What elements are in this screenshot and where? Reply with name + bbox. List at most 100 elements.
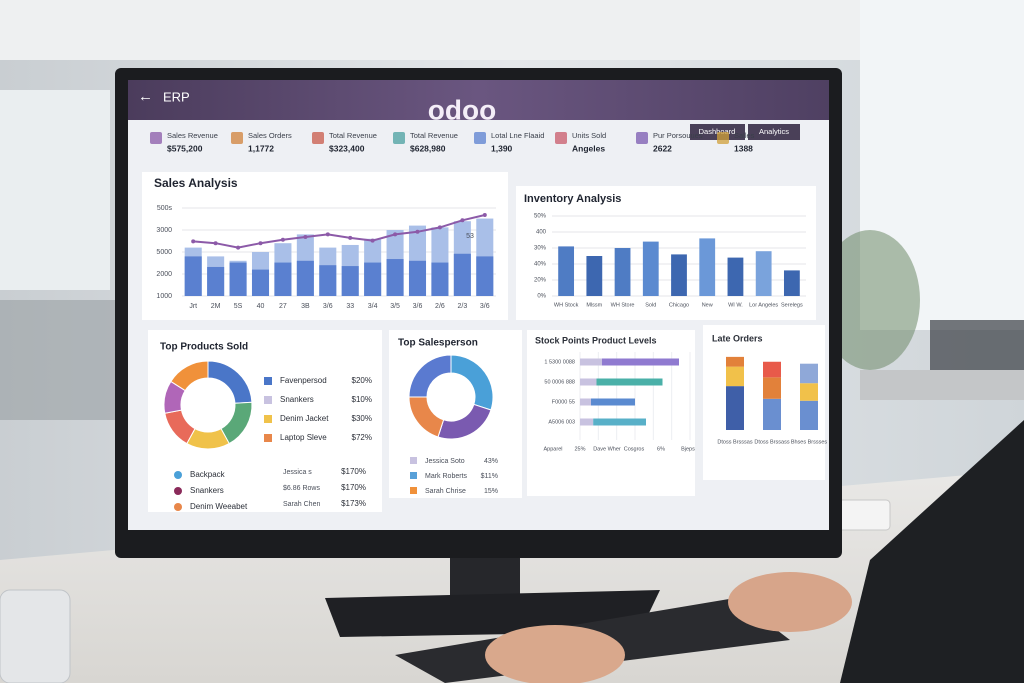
kpi-icon bbox=[312, 132, 324, 144]
kpi-label: Total Revenue bbox=[329, 131, 377, 140]
line-point bbox=[280, 237, 285, 242]
x-tick-label: Dtoss Brsssas bbox=[717, 439, 752, 445]
kpi-icon bbox=[231, 132, 243, 144]
x-tick-label: Dave Wher bbox=[593, 446, 621, 452]
x-tick-label: WH Store bbox=[611, 302, 635, 308]
kpi-value: Angeles bbox=[572, 143, 605, 153]
bar-segment bbox=[580, 418, 594, 426]
panel-title: Sales Analysis bbox=[154, 176, 238, 190]
y-tick-label: 2000 bbox=[156, 271, 172, 278]
x-tick-label: WH Stock bbox=[554, 302, 579, 308]
bar bbox=[364, 262, 382, 296]
line-point bbox=[482, 213, 487, 217]
line bbox=[193, 214, 486, 249]
x-tick-label: WI W. bbox=[728, 302, 743, 308]
kpi-icon bbox=[636, 132, 648, 144]
annotation: 53 bbox=[466, 233, 474, 240]
line-point bbox=[303, 235, 308, 239]
button-label[interactable]: Dashboard bbox=[699, 127, 736, 136]
panel-title: Top Salesperson bbox=[398, 338, 478, 349]
bar bbox=[229, 262, 247, 296]
kpi-label: Pur Porsouues bbox=[653, 131, 703, 140]
line-point bbox=[236, 245, 241, 250]
legend-value: $20% bbox=[352, 376, 372, 385]
legend-swatch bbox=[264, 377, 272, 385]
list-icon bbox=[174, 471, 182, 479]
x-tick-label: 2/6 bbox=[435, 303, 445, 310]
button[interactable] bbox=[690, 124, 745, 140]
x-tick-label: 33 bbox=[346, 303, 354, 310]
list-person: Sarah Chen bbox=[283, 501, 320, 508]
kpi-icon bbox=[555, 132, 567, 144]
ceiling bbox=[0, 0, 1024, 60]
bar-segment bbox=[800, 383, 818, 401]
y-tick-label: 30% bbox=[534, 246, 547, 252]
x-tick-label: Apparel bbox=[544, 446, 563, 452]
x-tick-label: Bjeps bbox=[681, 446, 695, 452]
bar-segment bbox=[763, 398, 781, 430]
list-value: $170% bbox=[341, 467, 366, 476]
y-tick-label: 20% bbox=[534, 278, 547, 284]
x-tick-label: New bbox=[702, 302, 713, 308]
y-tick-label: 5000 bbox=[156, 249, 172, 256]
kpi-icon bbox=[393, 132, 405, 144]
x-tick-label: 5S bbox=[234, 303, 243, 310]
panel-title: Top Products Sold bbox=[160, 342, 248, 353]
bar bbox=[755, 251, 772, 296]
line-point bbox=[348, 235, 353, 240]
bar-segment bbox=[726, 356, 744, 367]
x-tick-label: 2M bbox=[211, 303, 221, 310]
legend-swatch bbox=[264, 415, 272, 423]
x-tick-label: 6% bbox=[657, 446, 665, 452]
list-item: Snankers bbox=[190, 486, 224, 495]
kpi-label: Units Sold bbox=[572, 131, 606, 140]
bar bbox=[699, 238, 716, 296]
line-point bbox=[437, 225, 442, 230]
kpi-value: $575,200 bbox=[167, 143, 203, 153]
window bbox=[0, 90, 110, 290]
row-label: F0000 55 bbox=[552, 399, 575, 405]
logo: odoo bbox=[428, 94, 496, 125]
kpi-label: Sales Revenue bbox=[167, 131, 218, 140]
donut-segment bbox=[408, 354, 452, 398]
x-tick-label: Serelegs bbox=[781, 302, 803, 308]
bar bbox=[453, 253, 471, 296]
x-tick-label: 3/5 bbox=[390, 303, 400, 310]
kpi-value: $628,980 bbox=[410, 143, 446, 153]
x-tick-label: Dtoss Brssass bbox=[754, 439, 789, 445]
person bbox=[840, 420, 1024, 683]
app-label: ERP bbox=[163, 89, 190, 104]
panel-title: Late Orders bbox=[712, 333, 763, 343]
kpi-value: 1388 bbox=[734, 143, 753, 153]
bar-segment bbox=[580, 358, 602, 366]
bar bbox=[296, 260, 314, 296]
row-label: 1 5300 0088 bbox=[544, 359, 575, 365]
office-furniture bbox=[0, 300, 120, 420]
bar bbox=[408, 260, 427, 296]
kpi-label: Sales Orders bbox=[248, 131, 292, 140]
x-tick-label: Mlssm bbox=[586, 302, 602, 308]
button[interactable] bbox=[748, 124, 800, 140]
line-point bbox=[191, 239, 196, 244]
panel bbox=[142, 172, 508, 320]
x-tick-label: Cosgros bbox=[624, 446, 645, 452]
bar-segment bbox=[800, 363, 818, 384]
back-arrow[interactable]: ← bbox=[138, 88, 153, 105]
y-tick-label: 400 bbox=[536, 230, 547, 236]
legend-swatch bbox=[410, 472, 417, 479]
kpi-label: Lotal Lne Flaaid bbox=[491, 131, 544, 140]
kpi-value: $323,400 bbox=[329, 143, 365, 153]
bar bbox=[431, 262, 449, 296]
x-tick-label: Chicago bbox=[669, 302, 689, 308]
bar bbox=[586, 256, 603, 296]
bar-segment bbox=[602, 358, 679, 366]
kpi-label: Total Revenue bbox=[410, 131, 458, 140]
bar-segment bbox=[580, 398, 591, 406]
legend-swatch bbox=[264, 396, 272, 404]
y-tick-label: 1000 bbox=[156, 293, 172, 300]
x-tick-label: 25% bbox=[574, 446, 585, 452]
bar bbox=[476, 256, 494, 296]
dashboard: Sales Revenue $575,200 Sales Orders 1,1772 T… bbox=[150, 131, 827, 511]
button-label[interactable]: Analytics bbox=[759, 127, 789, 136]
